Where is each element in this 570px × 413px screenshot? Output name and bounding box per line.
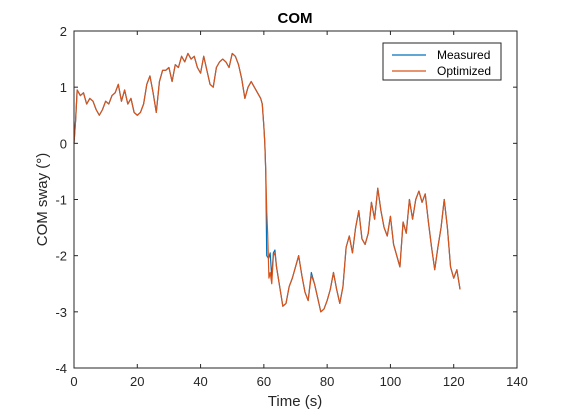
x-tick-label: 100 xyxy=(380,374,402,389)
plot-series xyxy=(73,52,461,313)
legend-box xyxy=(382,42,502,81)
series-line-optimized xyxy=(73,52,461,313)
y-tick-label: -2 xyxy=(55,249,67,264)
x-tick-label: 80 xyxy=(320,374,334,389)
x-tick-label: 140 xyxy=(506,374,528,389)
x-tick-label: 40 xyxy=(193,374,207,389)
x-axis-label: Time (s) xyxy=(268,393,322,410)
chart-title: COM xyxy=(278,10,313,27)
y-tick-label: 1 xyxy=(60,80,67,95)
y-tick-label: 2 xyxy=(60,24,67,39)
legend-label-measured: Measured xyxy=(437,48,490,62)
legend: Measured Optimized xyxy=(382,42,502,81)
y-tick-label: -1 xyxy=(55,193,67,208)
y-tick-label: -3 xyxy=(55,305,67,320)
axis-ticks: 0 20 40 60 80 100 120 140 -4 -3 -2 -1 0 1 2 xyxy=(55,24,527,389)
legend-label-optimized: Optimized xyxy=(437,64,491,78)
y-tick-label: -4 xyxy=(55,361,67,376)
x-tick-label: 120 xyxy=(443,374,465,389)
y-axis-label: COM sway (°) xyxy=(34,153,51,247)
x-tick-label: 60 xyxy=(257,374,271,389)
y-tick-label: 0 xyxy=(60,136,67,151)
x-tick-label: 20 xyxy=(130,374,144,389)
x-tick-label: 0 xyxy=(70,374,77,389)
